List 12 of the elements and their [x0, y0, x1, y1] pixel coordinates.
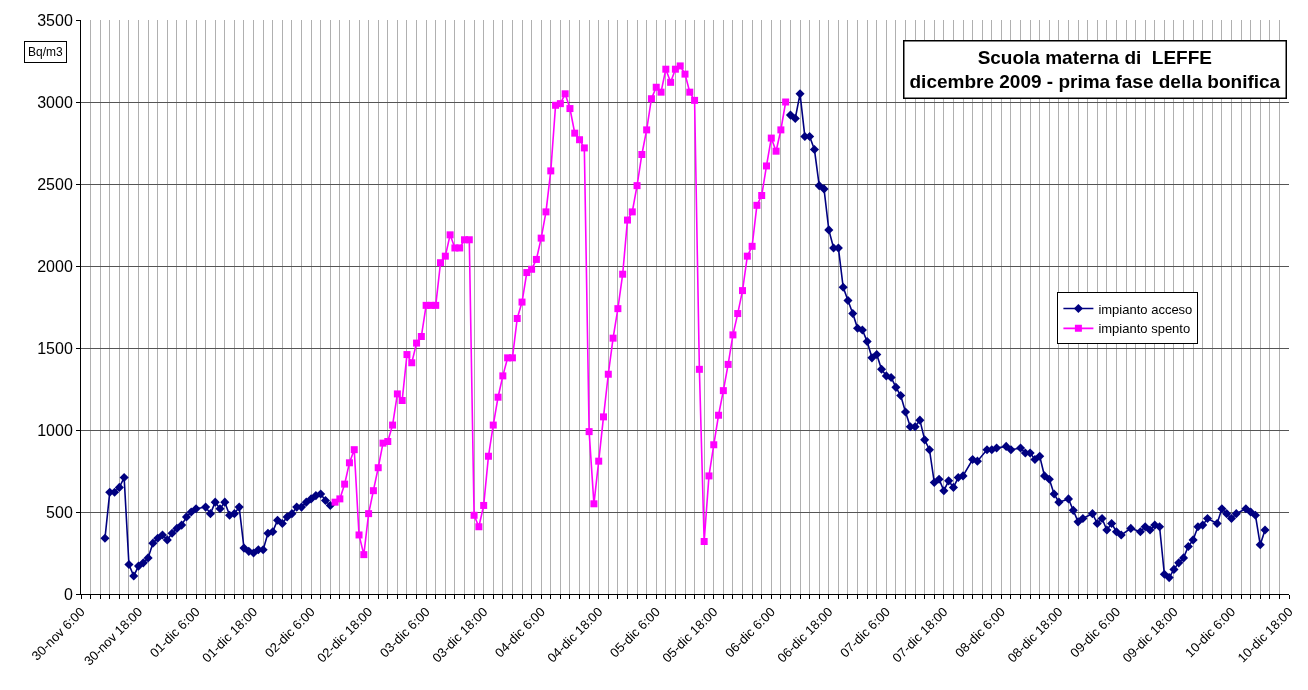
text: Scuola materna di LEFFE dicembre 2009 - prima fase della bonifica — [909, 46, 1281, 93]
y-axis-title: Bq/m3 — [28, 45, 64, 59]
y-tick-label: 3000 — [37, 93, 73, 111]
y-tick-label: 500 — [46, 503, 73, 521]
y-tick-label: 1500 — [37, 339, 73, 357]
y-tick-label: 0 — [63, 585, 73, 603]
legend-label: impianto acceso — [1098, 301, 1193, 317]
y-tick-label: 2000 — [37, 257, 73, 275]
y-tick-label: 3500 — [37, 11, 73, 29]
y-tick-label: 1000 — [37, 421, 73, 439]
legend-label: impianto spento — [1098, 321, 1191, 337]
y-tick-label: 2500 — [37, 175, 73, 193]
